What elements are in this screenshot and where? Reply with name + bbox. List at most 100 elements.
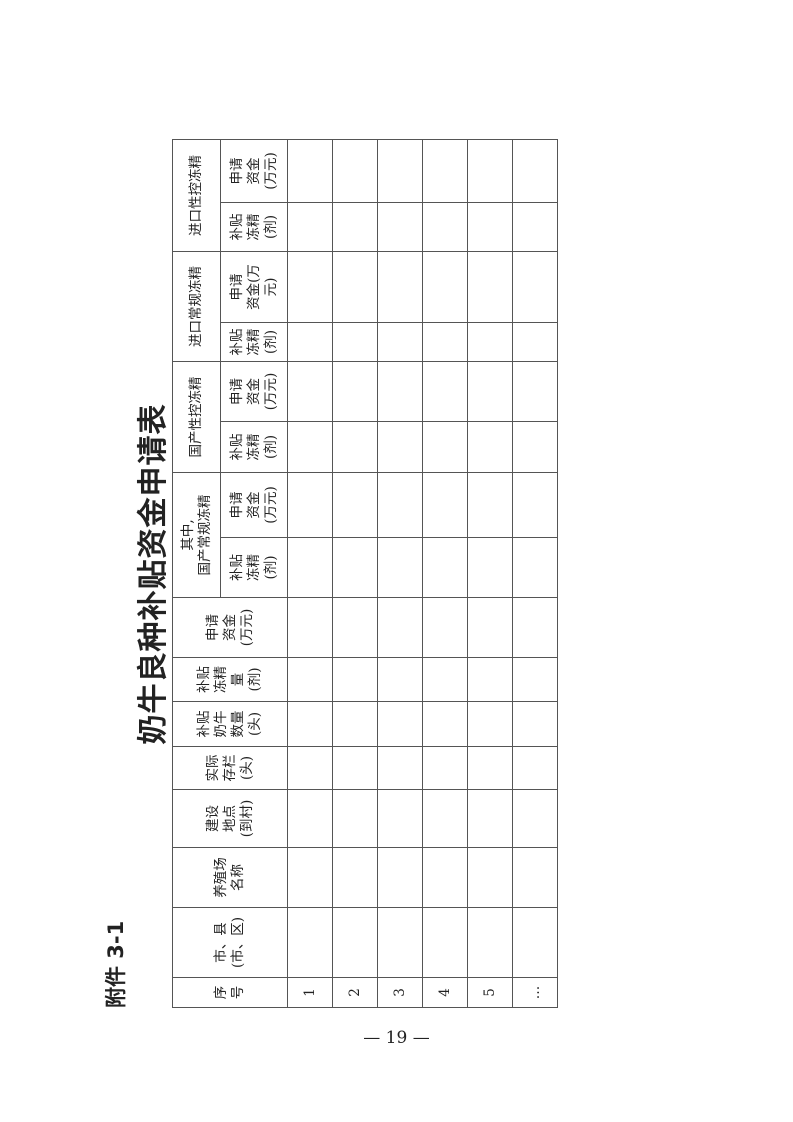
table-row: 5 <box>467 139 513 1008</box>
empty-cell <box>332 746 378 790</box>
empty-cell <box>422 789 468 848</box>
empty-cell <box>422 139 468 203</box>
empty-cell <box>332 701 378 747</box>
empty-cell <box>377 472 423 538</box>
empty-cell <box>512 657 558 702</box>
empty-cell <box>332 421 378 473</box>
empty-cell <box>422 202 468 252</box>
empty-cell <box>287 789 333 848</box>
empty-cell <box>377 251 423 323</box>
empty-cell <box>467 537 513 598</box>
empty-cell <box>467 139 513 203</box>
header-seq: 序 号 <box>172 977 288 1008</box>
empty-cell <box>422 907 468 978</box>
empty-cell <box>512 907 558 978</box>
empty-cell <box>332 657 378 702</box>
empty-cell <box>512 421 558 473</box>
header-group: 进口常规冻精 <box>172 251 221 362</box>
row-seq: 3 <box>377 977 423 1008</box>
header-sub: 补贴 冻精 (剂) <box>220 537 288 598</box>
empty-cell <box>287 746 333 790</box>
empty-cell <box>377 657 423 702</box>
empty-cell <box>377 537 423 598</box>
header-group: 国产性控冻精 <box>172 361 221 473</box>
header-sub: 申请 资金 (万元) <box>220 472 288 538</box>
empty-cell <box>512 139 558 203</box>
empty-cell <box>332 907 378 978</box>
empty-cell <box>287 139 333 203</box>
empty-cell <box>422 537 468 598</box>
empty-cell <box>287 537 333 598</box>
empty-cell <box>467 847 513 908</box>
empty-cell <box>332 847 378 908</box>
empty-cell <box>422 597 468 658</box>
header-farm: 养殖场 名称 <box>172 847 288 908</box>
empty-cell <box>377 421 423 473</box>
empty-cell <box>422 701 468 747</box>
header-stock: 实际 存栏 (头) <box>172 746 288 790</box>
empty-cell <box>332 472 378 538</box>
empty-cell <box>377 789 423 848</box>
attachment-label: 附件 3-1 <box>104 920 128 1008</box>
header-cows: 补贴 奶牛 数量 (头) <box>172 701 288 747</box>
table-row: … <box>512 139 558 1008</box>
row-seq: 5 <box>467 977 513 1008</box>
header-sub: 补贴 冻精 (剂) <box>220 322 288 362</box>
empty-cell <box>332 251 378 323</box>
row-seq: 2 <box>332 977 378 1008</box>
empty-cell <box>467 202 513 252</box>
empty-cell <box>467 789 513 848</box>
row-seq: … <box>512 977 558 1008</box>
empty-cell <box>467 657 513 702</box>
empty-cell <box>422 421 468 473</box>
page-title: 奶牛良种补贴资金申请表 <box>136 403 171 745</box>
row-seq: 4 <box>422 977 468 1008</box>
empty-cell <box>467 746 513 790</box>
empty-cell <box>512 847 558 908</box>
header-region: 市、县 (市、区) <box>172 907 288 978</box>
table-row: 2 <box>332 139 378 1008</box>
empty-cell <box>467 907 513 978</box>
table-row: 3 <box>377 139 423 1008</box>
empty-cell <box>287 847 333 908</box>
empty-cell <box>287 472 333 538</box>
empty-cell <box>512 202 558 252</box>
empty-cell <box>377 361 423 422</box>
empty-cell <box>287 322 333 362</box>
empty-cell <box>422 657 468 702</box>
header-sub: 补贴 冻精 (剂) <box>220 202 288 252</box>
empty-cell <box>512 251 558 323</box>
empty-cell <box>287 421 333 473</box>
empty-cell <box>422 361 468 422</box>
header-semen: 补贴 冻精 量 (剂) <box>172 657 288 702</box>
empty-cell <box>467 472 513 538</box>
empty-cell <box>377 139 423 203</box>
empty-cell <box>512 322 558 362</box>
empty-cell <box>377 202 423 252</box>
empty-cell <box>467 421 513 473</box>
empty-cell <box>422 322 468 362</box>
header-group: 其中, 国产常规冻精 <box>172 472 221 598</box>
empty-cell <box>467 597 513 658</box>
empty-cell <box>422 472 468 538</box>
empty-cell <box>422 251 468 323</box>
application-table: 序 号 市、县 (市、区) 养殖场 名称 建设 地点 (到村) 实际 存栏 (头… <box>172 139 558 1008</box>
empty-cell <box>512 597 558 658</box>
empty-cell <box>377 746 423 790</box>
empty-cell <box>332 361 378 422</box>
header-sub: 补贴 冻精 (剂) <box>220 421 288 473</box>
empty-cell <box>287 202 333 252</box>
empty-cell <box>512 472 558 538</box>
empty-cell <box>467 322 513 362</box>
page-number: — 19 — <box>363 1028 430 1048</box>
empty-cell <box>332 202 378 252</box>
header-sub: 申请 资金 (万元) <box>220 361 288 422</box>
empty-cell <box>512 789 558 848</box>
empty-cell <box>332 789 378 848</box>
empty-cell <box>332 322 378 362</box>
empty-cell <box>287 251 333 323</box>
empty-cell <box>467 361 513 422</box>
empty-cell <box>467 251 513 323</box>
empty-cell <box>287 657 333 702</box>
